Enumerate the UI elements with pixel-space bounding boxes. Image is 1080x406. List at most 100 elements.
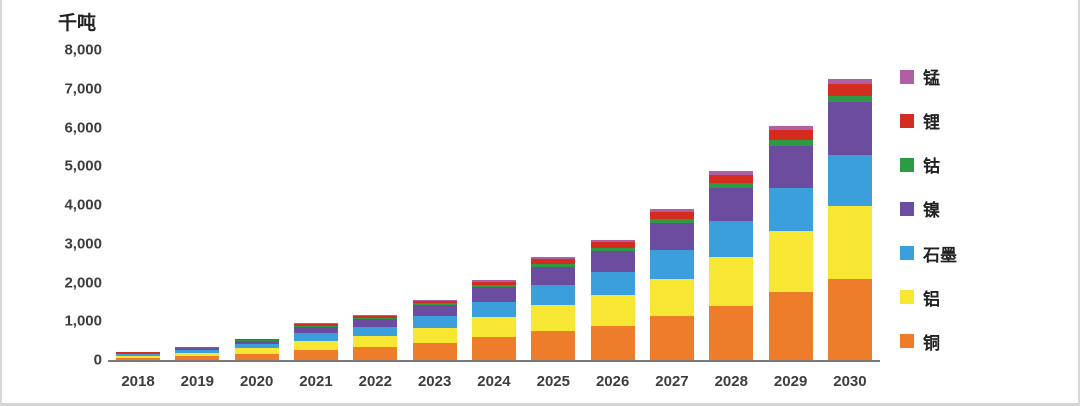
axis-unit-label: 千吨 — [58, 13, 97, 34]
bar-2027: 2027 — [649, 50, 694, 390]
y-axis: 0 1,000 2,000 3,000 4,000 5,000 6,000 7,000 8,00… — [30, 43, 102, 368]
bar-segment-锰 — [827, 79, 872, 85]
bar-segment-锂 — [827, 84, 872, 96]
bar-2030: 2030 — [827, 50, 872, 390]
bar-segment-钴 — [709, 182, 754, 188]
bar-segment-钴 — [471, 285, 516, 288]
chart-legend: 锰锂钴镍石墨铝铜 — [900, 64, 957, 354]
bar-segment-石墨 — [234, 344, 279, 349]
bar-segment-铜 — [116, 357, 160, 360]
bar-segment-镍 — [827, 102, 872, 155]
legend-label: 锰 — [923, 69, 940, 88]
legend-swatch-icon — [900, 69, 914, 84]
bar-segment-镍 — [709, 187, 754, 221]
bar-segment-石墨 — [768, 188, 813, 231]
legend-swatch-icon — [900, 113, 914, 128]
x-tick-label: 2021 — [299, 373, 333, 390]
legend-swatch-icon — [900, 157, 914, 172]
bar-2018: 2018 — [116, 50, 160, 390]
bar-segment-石墨 — [531, 285, 576, 306]
legend-item-锂: 锂 — [900, 108, 957, 133]
bar-segment-锰 — [709, 171, 754, 175]
bar-segment-镍 — [293, 326, 338, 334]
bar-segment-石墨 — [353, 327, 398, 337]
bar-2028: 2028 — [709, 50, 754, 390]
bar-segment-铜 — [234, 353, 279, 360]
bar-segment-铝 — [531, 305, 576, 331]
bar-segment-镍 — [116, 353, 160, 355]
bar-2021: 2021 — [293, 50, 338, 390]
bars-container: 2018 2019 2020 2021 2022 2023 2024 2025 2026 2027… — [108, 50, 880, 390]
bar-segment-铜 — [709, 305, 754, 360]
bar-segment-铝 — [590, 295, 635, 326]
x-tick-label: 2018 — [121, 373, 155, 390]
legend-swatch-icon — [900, 246, 914, 261]
bar-segment-锂 — [531, 259, 576, 264]
bar-segment-钴 — [827, 95, 872, 103]
bar-segment-铝 — [175, 352, 220, 356]
bar-segment-锰 — [293, 323, 338, 324]
bar-segment-铝 — [709, 257, 754, 306]
bar-segment-石墨 — [471, 301, 516, 318]
y-tick-label: 2,000 — [64, 274, 102, 291]
bar-segment-镍 — [471, 287, 516, 302]
bar-segment-锂 — [175, 346, 220, 348]
bar-segment-铝 — [768, 230, 813, 293]
bar-segment-铜 — [412, 342, 457, 360]
legend-label: 锂 — [923, 113, 940, 133]
bar-2026: 2026 — [590, 50, 635, 390]
bar-segment-铝 — [116, 355, 160, 358]
bar-segment-钴 — [412, 303, 457, 305]
bar-segment-石墨 — [293, 333, 338, 341]
bar-segment-锰 — [471, 280, 516, 282]
bar-segment-镍 — [768, 145, 813, 189]
y-tick-label: 0 — [93, 351, 102, 369]
x-tick-label: 2019 — [180, 373, 215, 390]
y-tick-label: 4,000 — [64, 196, 102, 214]
x-tick-label: 2030 — [833, 373, 867, 390]
bar-segment-石墨 — [649, 249, 694, 280]
plot-area: 2018 2019 2020 2021 2022 2023 2024 2025 2026 2027… — [108, 50, 880, 390]
bar-segment-石墨 — [116, 354, 160, 356]
bar-segment-铝 — [234, 348, 279, 354]
bar-2022: 2022 — [353, 50, 398, 390]
bar-segment-锰 — [768, 125, 813, 130]
bar-segment-锂 — [590, 242, 635, 248]
bar-2025: 2025 — [531, 50, 576, 390]
bar-segment-锂 — [709, 174, 754, 183]
x-tick-label: 2020 — [239, 373, 274, 390]
y-tick-label: 1,000 — [64, 312, 102, 330]
legend-item-镍: 镍 — [900, 196, 957, 221]
legend-item-铝: 铝 — [900, 285, 957, 310]
bar-segment-钴 — [293, 325, 338, 327]
bar-segment-锂 — [649, 212, 694, 219]
legend-label: 铜 — [923, 333, 940, 353]
bar-segment-锰 — [590, 239, 635, 243]
legend-label: 钴 — [923, 157, 940, 177]
bar-segment-镍 — [590, 250, 635, 273]
bar-segment-石墨 — [175, 349, 220, 353]
y-tick-label: 6,000 — [64, 119, 102, 136]
y-tick-label: 3,000 — [64, 235, 102, 253]
legend-item-钴: 钴 — [900, 152, 957, 177]
bar-segment-锂 — [293, 324, 338, 326]
bar-segment-锰 — [531, 257, 576, 260]
bar-segment-钴 — [649, 218, 694, 223]
bar-segment-铝 — [471, 317, 516, 337]
bar-segment-镍 — [531, 266, 576, 286]
bar-segment-镍 — [175, 347, 220, 350]
bar-segment-石墨 — [709, 220, 754, 258]
bar-segment-钴 — [531, 263, 576, 267]
x-tick-label: 2029 — [773, 373, 808, 390]
bar-segment-铜 — [590, 325, 635, 360]
bar-segment-钴 — [590, 247, 635, 251]
bar-segment-铜 — [768, 292, 813, 360]
y-tick-label: 7,000 — [64, 80, 102, 98]
x-tick-label: 2022 — [358, 373, 392, 390]
bar-segment-锰 — [353, 315, 398, 317]
bar-segment-镍 — [353, 319, 398, 328]
legend-swatch-icon — [900, 334, 914, 349]
legend-label: 铝 — [923, 289, 940, 309]
bar-segment-锂 — [412, 300, 457, 304]
bar-segment-钴 — [234, 340, 279, 341]
